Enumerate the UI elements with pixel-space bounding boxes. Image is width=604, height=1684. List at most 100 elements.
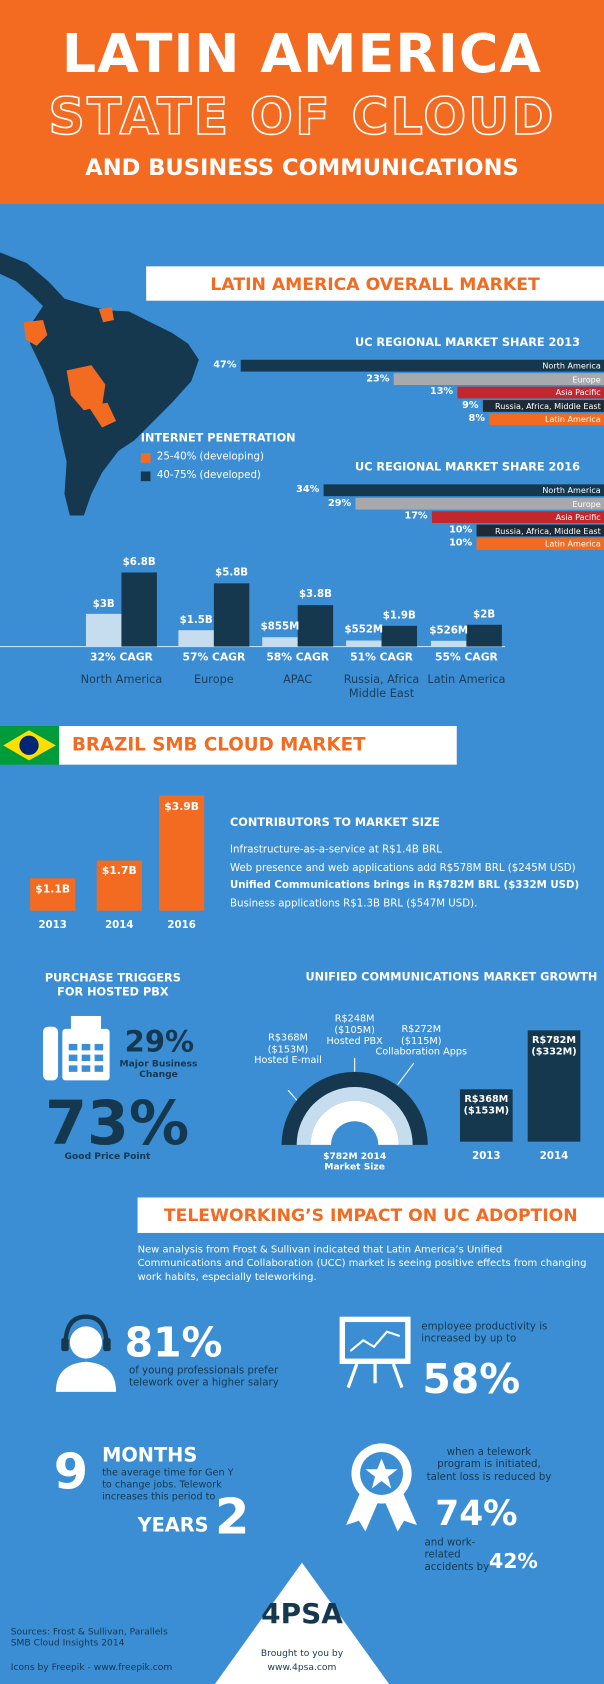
list-item: Web presence and web applications add R$… bbox=[229, 862, 576, 874]
legend-label: 40-75% (developed) bbox=[156, 469, 261, 482]
list-item: Infrastructure-as-a-service at R$1.4B BR… bbox=[229, 844, 442, 856]
stat-value: 74% bbox=[435, 1492, 518, 1534]
footer-shape bbox=[214, 1562, 390, 1684]
bar bbox=[457, 386, 604, 399]
value-label: R$782M ($332M) bbox=[531, 1035, 577, 1059]
value-label: $3.8B bbox=[298, 589, 332, 601]
stat-value: 58% bbox=[422, 1355, 521, 1403]
value-label: $5.8B bbox=[215, 567, 249, 580]
map-region bbox=[23, 320, 48, 346]
stat-value: 2 bbox=[214, 1487, 250, 1546]
value-label: $2B bbox=[473, 608, 496, 621]
bar bbox=[297, 605, 334, 647]
bar bbox=[121, 572, 157, 647]
stat-text: employee productivity is increased by up… bbox=[421, 1320, 548, 1346]
leader-line bbox=[397, 1062, 415, 1086]
bar bbox=[96, 860, 142, 911]
bar-label: North America bbox=[542, 360, 601, 371]
map-region bbox=[66, 365, 106, 411]
section-title: BRAZIL SMB CLOUD MARKET bbox=[72, 734, 366, 757]
stat-label: Good Price Point bbox=[64, 1151, 151, 1163]
section-title: TELEWORKING’S IMPACT ON UC ADOPTION bbox=[163, 1205, 578, 1226]
chart-title: UNIFIED COMMUNICATIONS MARKET GROWTH bbox=[305, 970, 598, 984]
value-label: $3B bbox=[92, 597, 115, 610]
bar-label: Russia, Africa, Middle East bbox=[495, 525, 601, 536]
value-label: 13% bbox=[429, 386, 454, 398]
bar-label: Latin America bbox=[545, 539, 601, 549]
stat-label: Major Business Change bbox=[119, 1058, 198, 1081]
chart-title: UC REGIONAL MARKET SHARE 2016 bbox=[355, 460, 580, 474]
person-icon bbox=[55, 1314, 117, 1392]
stat-value: 73% bbox=[45, 1089, 190, 1159]
badge-icon bbox=[346, 1443, 417, 1532]
value-label: $1.5B bbox=[179, 614, 213, 626]
bar-label: Asia Pacific bbox=[555, 512, 601, 522]
bar-label: Russia, Africa, Middle East bbox=[495, 401, 601, 411]
credits: Icons by Freepik - www.freepik.com bbox=[10, 1662, 173, 1674]
section-banner bbox=[59, 726, 457, 765]
bar bbox=[381, 625, 417, 647]
donut-band bbox=[296, 1086, 413, 1145]
category-label: Collaboration Apps bbox=[375, 1047, 468, 1058]
x-tick-label: 2014 bbox=[105, 919, 134, 932]
title: LATIN AMERICA bbox=[61, 22, 543, 85]
cagr-label: 58% CAGR bbox=[266, 651, 330, 664]
bar bbox=[240, 359, 604, 372]
bar bbox=[482, 400, 604, 412]
legend-label: 25-40% (developing) bbox=[156, 451, 264, 463]
phone-icon bbox=[42, 1015, 110, 1081]
subheading: CONTRIBUTORS TO MARKET SIZE bbox=[229, 816, 440, 830]
bar bbox=[431, 511, 604, 524]
credits: www.4psa.com bbox=[267, 1662, 337, 1674]
value-label: R$368M ($153M) bbox=[463, 1094, 510, 1117]
value-label: 29% bbox=[327, 497, 352, 509]
chart-title: UC REGIONAL MARKET SHARE 2013 bbox=[355, 336, 580, 350]
bar bbox=[527, 1030, 581, 1142]
legend-swatch bbox=[140, 453, 151, 463]
bar-label: Europe bbox=[572, 374, 601, 384]
donut-band bbox=[310, 1100, 399, 1145]
x-tick-label: APAC bbox=[283, 673, 313, 687]
x-tick-label: Europe bbox=[194, 673, 234, 687]
list-item: Business applications R$1.3B BRL ($547M … bbox=[229, 897, 478, 910]
legend-title: INTERNET PENETRATION bbox=[140, 431, 296, 445]
center-label: $782M 2014 Market Size bbox=[323, 1151, 387, 1173]
value-label: R$368M ($153M) bbox=[267, 1033, 309, 1056]
subtitle: STATE OF CLOUD bbox=[48, 87, 556, 148]
value-label: $1.9B bbox=[382, 609, 416, 622]
value-label: 9% bbox=[462, 400, 479, 411]
value-label: 23% bbox=[366, 373, 390, 384]
bar bbox=[30, 878, 76, 911]
bar bbox=[476, 538, 604, 550]
map-region bbox=[98, 307, 114, 323]
value-label: R$248M ($105M) bbox=[334, 1013, 375, 1037]
cagr-label: 57% CAGR bbox=[182, 651, 246, 664]
stat-text: when a telework program is initiated, ta… bbox=[426, 1446, 552, 1483]
value-label: $526M bbox=[429, 624, 468, 637]
value-label: R$272M ($115M) bbox=[401, 1024, 442, 1047]
x-tick-label: Latin America bbox=[427, 673, 506, 687]
logo: 4PSA bbox=[261, 1598, 343, 1631]
section-title: LATIN AMERICA OVERALL MARKET bbox=[210, 273, 540, 295]
cagr-label: 51% CAGR bbox=[350, 651, 413, 664]
subheading: PURCHASE TRIGGERS FOR HOSTED PBX bbox=[44, 971, 181, 999]
bar bbox=[476, 524, 604, 537]
bar bbox=[489, 413, 604, 426]
value-label: 47% bbox=[213, 359, 237, 371]
x-tick-label: 2013 bbox=[472, 1150, 501, 1163]
stat-text: of young professionals prefer telework o… bbox=[128, 1365, 279, 1390]
stat-text: and work-related accidents by bbox=[424, 1536, 490, 1574]
x-tick-label: 2016 bbox=[167, 919, 196, 932]
stat-value: 9 bbox=[53, 1442, 89, 1501]
stat-value: 42% bbox=[489, 1549, 538, 1574]
value-label: 34% bbox=[296, 484, 320, 496]
value-label: $552M bbox=[344, 624, 384, 637]
value-label: 8% bbox=[468, 413, 485, 425]
bar bbox=[466, 624, 502, 647]
credits: Brought to you by bbox=[260, 1648, 344, 1660]
category-label: Hosted E-mail bbox=[254, 1055, 322, 1067]
bar bbox=[323, 484, 604, 497]
map-region bbox=[88, 402, 117, 428]
